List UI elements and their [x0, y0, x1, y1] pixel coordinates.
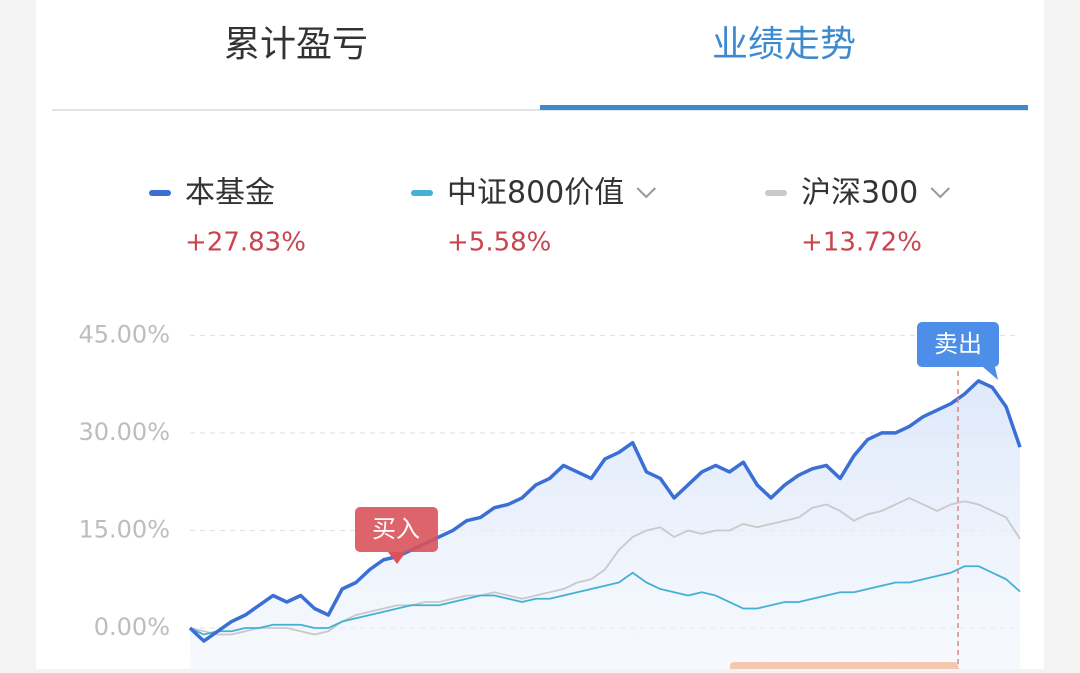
sell-tag: [917, 322, 999, 367]
series-line: [189, 565, 1021, 636]
plot: 0.00% 15.00% 30.00% 45.00% 买入 卖出: [78, 320, 1022, 669]
legend-dropdown: [636, 187, 656, 199]
legend-change: +27.83%: [185, 228, 306, 258]
legend-label: 沪深300: [801, 176, 918, 211]
legend-change: +13.72%: [801, 228, 922, 258]
y-tick-label: 30.00%: [78, 418, 170, 446]
legend-label: 本基金: [185, 176, 275, 211]
sell-label: 卖出: [934, 330, 982, 358]
legend-change: +5.58%: [447, 228, 551, 258]
tab-underline: [540, 105, 1028, 110]
buy-pointer: [388, 552, 406, 564]
tab-active[interactable]: 业绩走势: [712, 24, 856, 65]
series-line: [189, 497, 1021, 636]
tab[interactable]: 累计盈亏: [224, 24, 368, 65]
y-tick-label: 15.00%: [78, 515, 170, 543]
legend-label: 中证800价值: [447, 176, 624, 211]
buy-label: 买入: [372, 515, 420, 543]
fund-area: [190, 380, 1020, 669]
series-line: [188, 379, 1022, 643]
buy-tag: [355, 507, 438, 552]
y-tick-label: 0.00%: [94, 613, 170, 641]
legend-dropdown: [930, 187, 950, 199]
sell-pointer: [983, 367, 998, 380]
bottom-badge: [730, 662, 958, 673]
y-tick-label: 45.00%: [78, 320, 170, 348]
